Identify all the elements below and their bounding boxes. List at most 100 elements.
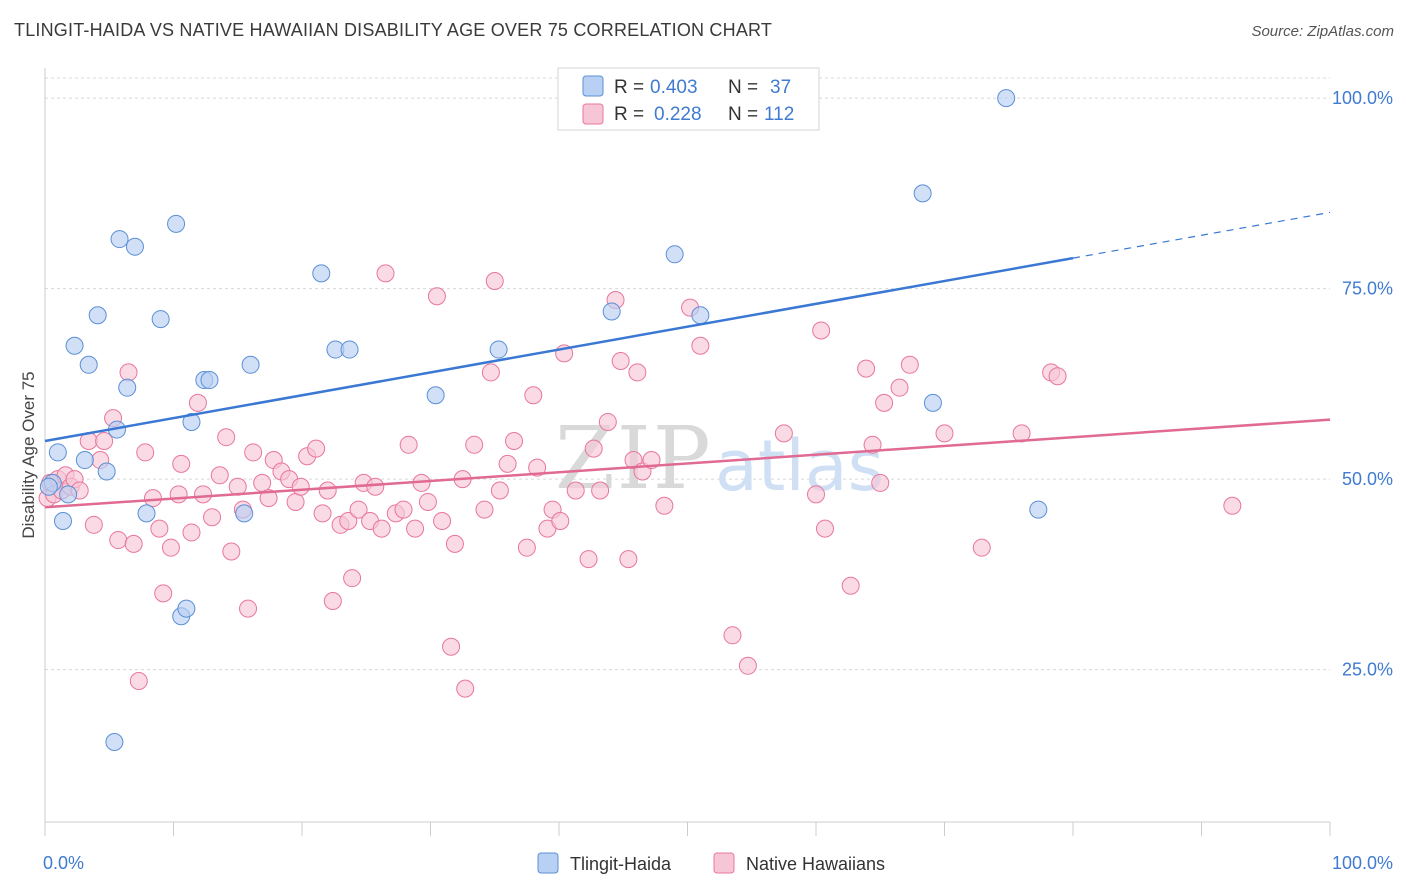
native-hawaiians-point-28 [203,508,222,527]
native-hawaiians-point-74 [498,454,517,473]
tlingit-haida-point-28 [489,340,508,359]
native-hawaiians-point-66 [445,534,464,553]
native-hawaiians-point-70 [475,500,494,519]
native-hawaiians-point-16 [124,534,143,553]
native-hawaiians-point-71 [481,363,500,382]
native-hawaiians-point-49 [339,512,358,531]
y-tick-label-2: 75.0% [1342,279,1393,299]
legend-n-value-1: 37 [770,77,791,98]
native-hawaiians-point-31 [222,542,241,561]
native-hawaiians-point-75 [505,432,524,450]
native-hawaiians-points [38,264,1242,698]
chart-source: Source: ZipAtlas.com [1251,23,1394,40]
native-hawaiians-point-100 [774,424,793,443]
native-hawaiians-point-37 [259,489,278,508]
tlingit-haida-point-5 [75,451,94,470]
tlingit-haida-point-15 [151,310,170,329]
native-hawaiians-point-21 [154,584,173,603]
native-hawaiians-point-14 [109,531,128,550]
native-hawaiians-point-58 [394,500,413,519]
tlingit-haida-point-23 [241,355,260,374]
native-hawaiians-point-50 [343,569,362,588]
native-hawaiians-point-65 [442,637,461,656]
native-hawaiians-point-72 [485,271,504,290]
native-hawaiians-point-35 [244,443,263,462]
tlingit-haida-point-11 [110,230,129,249]
x-tick-label-0: 0.0% [43,853,84,873]
native-hawaiians-point-101 [807,485,825,504]
native-hawaiians-point-87 [598,412,617,431]
native-hawaiians-point-104 [841,576,860,595]
tlingit-haida-point-32 [913,184,932,203]
legend: R = 0.403 N = 37 R = 0.228 N = 112 [557,67,820,131]
tlingit-haida-point-21 [200,371,219,390]
x-tick-label-1: 100.0% [1332,853,1393,873]
tlingit-haida-point-7 [88,306,107,325]
native-hawaiians-point-51 [349,500,368,519]
tlingit-haida-point-3 [59,485,78,504]
legend-n-label-1: N = [728,77,758,98]
native-hawaiians-point-112 [972,538,991,557]
native-hawaiians-point-68 [456,679,475,698]
native-hawaiians-point-83 [566,481,585,500]
trend-lines [44,211,1331,509]
legend-r-value-2: 0.228 [654,104,702,125]
tlingit-haida-point-22 [235,504,254,523]
native-hawaiians-point-90 [619,550,638,569]
native-hawaiians-point-84 [579,550,598,569]
native-hawaiians-point-15 [119,363,138,382]
tlingit-haida-point-16 [167,214,186,233]
native-hawaiians-point-109 [890,378,909,397]
bottom-legend: Tlingit-Haida Native Hawaiians [537,852,885,874]
native-hawaiians-point-110 [900,355,919,374]
native-hawaiians-point-99 [738,656,757,675]
native-hawaiians-point-41 [286,492,305,511]
tlingit-haida-point-27 [426,386,445,405]
native-hawaiians-point-98 [723,626,742,645]
tlingit-haida-point-9 [105,732,124,751]
legend-swatch-pink [582,103,604,125]
bottom-legend-native-hawaiians: Native Hawaiians [746,854,885,874]
watermark-atlas: atlas [715,425,884,507]
tlingit-haida-trend-extension [1072,211,1331,259]
tlingit-haida-point-6 [79,355,98,374]
native-hawaiians-point-107 [871,473,890,492]
native-hawaiians-point-54 [366,477,385,496]
native-hawaiians-point-116 [1223,496,1242,515]
tlingit-haida-point-13 [125,237,144,256]
native-hawaiians-point-81 [551,512,570,531]
y-tick-label-0: 25.0% [1342,660,1393,680]
native-hawaiians-point-25 [182,523,201,542]
native-hawaiians-point-44 [307,439,326,458]
native-hawaiians-point-47 [323,592,342,611]
native-hawaiians-point-26 [188,393,207,412]
legend-r-value-1: 0.403 [650,77,698,98]
native-hawaiians-point-17 [129,672,148,691]
native-hawaiians-point-18 [136,443,155,462]
native-hawaiians-point-103 [815,519,834,538]
tlingit-haida-trend-line [44,256,1074,443]
y-tick-label-1: 50.0% [1342,469,1393,489]
bottom-legend-swatch-pink [713,852,735,874]
native-hawaiians-point-20 [150,519,169,538]
bottom-legend-swatch-blue [537,852,559,874]
tlingit-haida-point-31 [691,306,710,325]
native-hawaiians-point-12 [95,432,114,450]
native-hawaiians-point-73 [490,481,509,500]
tlingit-haida-point-4 [65,336,84,355]
bottom-legend-tlingit-haida: Tlingit-Haida [570,854,672,874]
native-hawaiians-point-97 [691,336,710,355]
native-hawaiians-trend-line [44,418,1331,509]
tlingit-haida-point-14 [137,504,156,523]
native-hawaiians-point-46 [318,481,337,500]
axes [44,68,1331,836]
native-hawaiians-point-27 [194,485,213,504]
legend-n-value-2: 112 [764,104,794,125]
native-hawaiians-point-29 [210,466,229,485]
tlingit-haida-point-19 [182,412,201,431]
tlingit-haida-point-29 [602,302,621,321]
tlingit-haida-points [39,89,1048,751]
native-hawaiians-point-108 [875,393,894,412]
native-hawaiians-point-111 [935,424,954,443]
